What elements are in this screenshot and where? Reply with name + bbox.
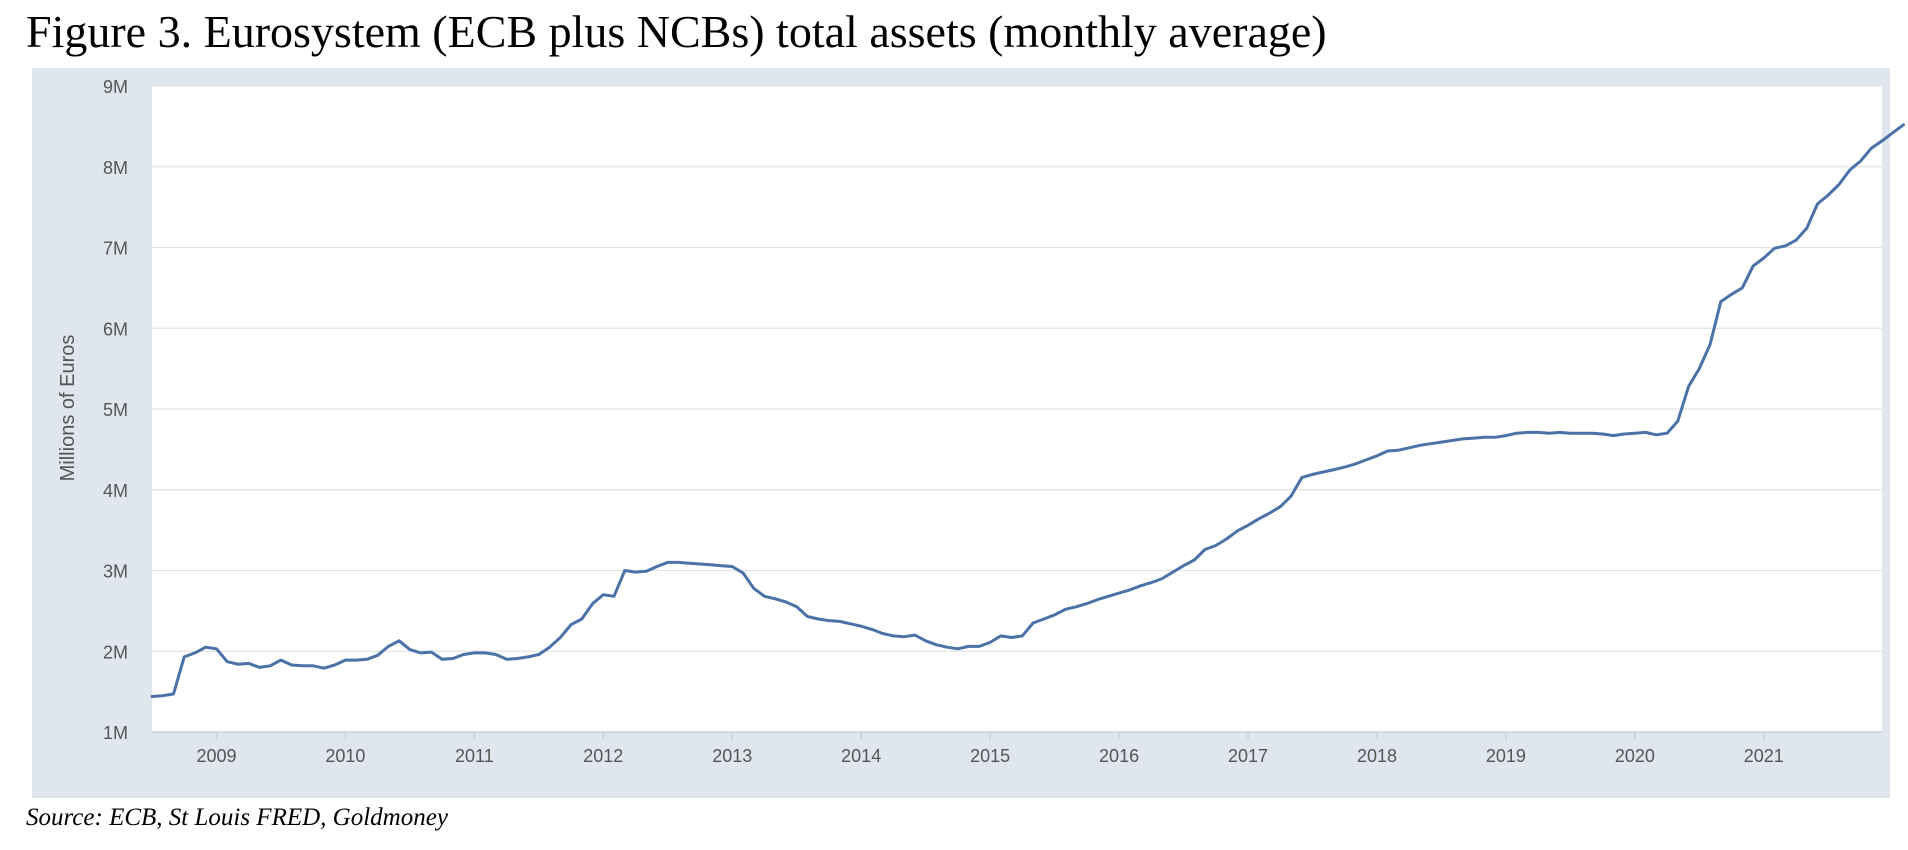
x-tick-label: 2009 xyxy=(196,746,236,766)
y-tick-label: 6M xyxy=(103,319,128,339)
source-note: Source: ECB, St Louis FRED, Goldmoney xyxy=(26,804,448,831)
chart-title: Figure 3. Eurosystem (ECB plus NCBs) tot… xyxy=(26,6,1327,57)
x-tick-label: 2020 xyxy=(1615,746,1655,766)
x-tick-label: 2016 xyxy=(1099,746,1139,766)
x-tick-label: 2012 xyxy=(583,746,623,766)
x-tick-label: 2010 xyxy=(325,746,365,766)
x-tick-label: 2011 xyxy=(455,746,494,766)
gridlines xyxy=(152,85,1882,652)
series xyxy=(150,123,1905,698)
y-tick-label: 9M xyxy=(103,77,128,97)
y-tick-label: 7M xyxy=(103,239,128,259)
x-tick-label: 2021 xyxy=(1744,746,1784,766)
y-tick-label: 1M xyxy=(103,723,128,743)
y-tick-label: 5M xyxy=(103,400,128,420)
x-tick-label: 2013 xyxy=(712,746,752,766)
x-tick-label: 2018 xyxy=(1357,746,1397,766)
y-axis-label: Millions of Euros xyxy=(57,335,79,482)
x-tick-label: 2017 xyxy=(1228,746,1268,766)
y-tick-label: 4M xyxy=(103,481,128,501)
x-tick-label: 2019 xyxy=(1486,746,1526,766)
y-tick-label: 3M xyxy=(103,562,128,582)
x-tick-label: 2015 xyxy=(970,746,1010,766)
tick-labels: 1M 2M 3M 4M 5M 6M 7M 8M 9M 2009 2010 2011 2012 2013 20… xyxy=(103,77,1784,766)
y-tick-label: 8M xyxy=(103,158,128,178)
y-tick-label: 2M xyxy=(103,642,128,662)
axes xyxy=(152,731,1882,740)
series-line xyxy=(150,123,1905,698)
x-tick-label: 2014 xyxy=(841,746,881,766)
